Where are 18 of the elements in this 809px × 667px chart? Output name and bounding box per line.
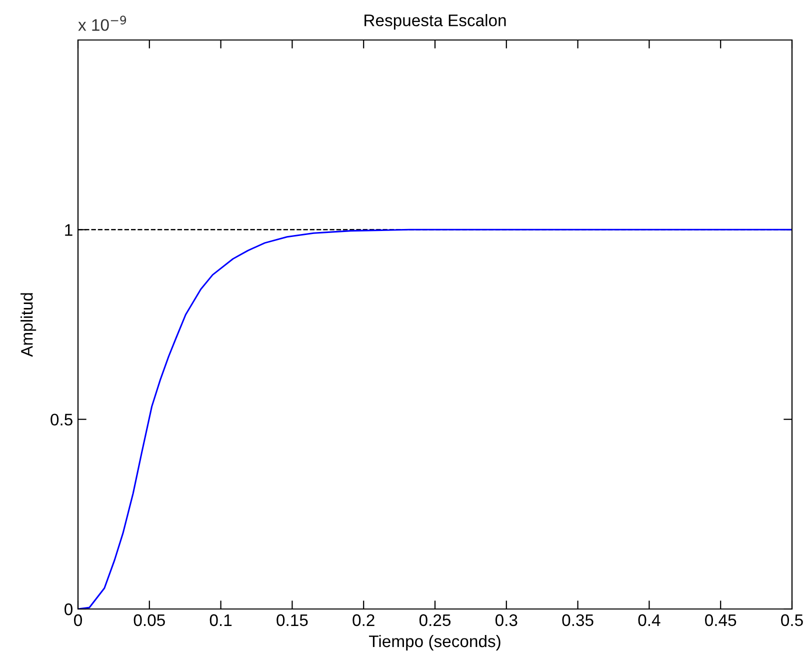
x-tick-label: 0.45	[705, 614, 736, 626]
x-tick-label: 0	[74, 614, 82, 626]
y-tick-label: 0	[64, 603, 72, 616]
x-tick-label: 0.5	[781, 614, 803, 626]
x-axis-title: Tiempo (seconds)	[369, 634, 500, 650]
y-tick-label: 0.5	[50, 414, 72, 426]
x-tick-label: 0.2	[352, 614, 374, 626]
text: x 10$^{−9}$	[78, 16, 126, 31]
x-tick-label: 0.25	[419, 614, 451, 626]
x-tick-label: 0.3	[495, 614, 518, 626]
x-tick-label: 0.35	[562, 614, 594, 626]
y-tick-label: 1	[65, 224, 72, 236]
x-tick-label: 0.15	[276, 614, 308, 626]
x-tick-label: 0.05	[134, 614, 165, 626]
y-axis-title: Amplitud	[20, 293, 36, 357]
x-tick-label: 0.4	[638, 614, 660, 626]
chart-title: Respuesta Escalon	[364, 14, 506, 30]
x-tick-label: 0.1	[210, 614, 232, 626]
